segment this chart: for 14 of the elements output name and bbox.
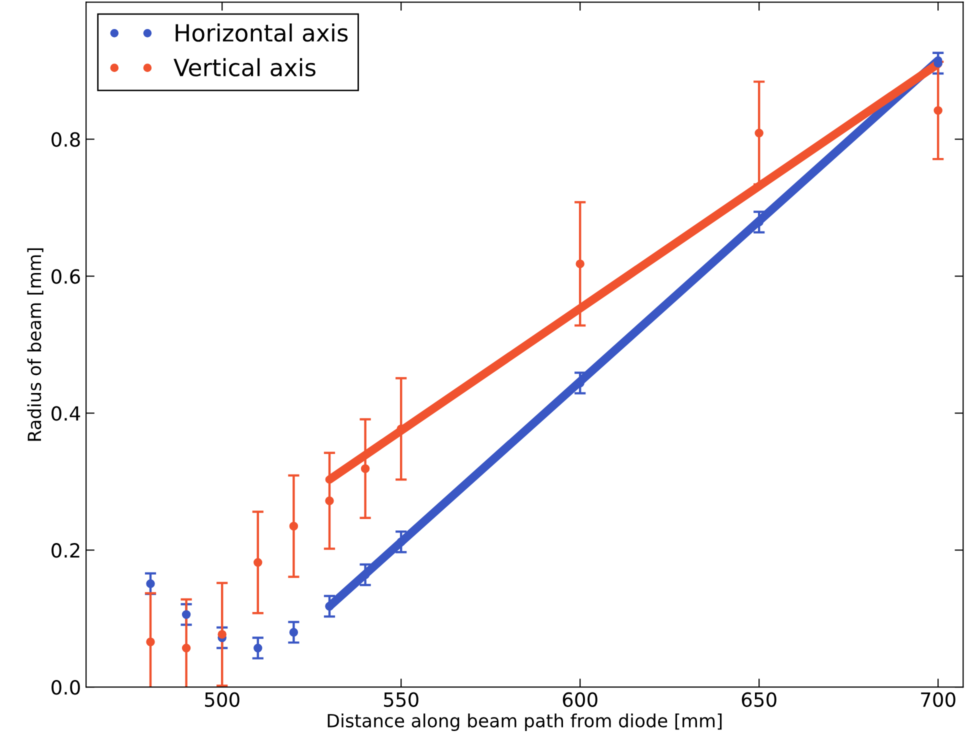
y-tick-label: 0.6 — [52, 269, 80, 284]
x-tick-label: 550 — [384, 692, 418, 707]
x-tick-label: 650 — [742, 692, 776, 707]
y-tick-label: 0.4 — [52, 406, 80, 421]
x-tick-label: 500 — [205, 692, 240, 707]
y-axis-title: Radius of beam [mm] — [27, 248, 44, 441]
y-tick-label: 0.0 — [52, 680, 80, 695]
x-tick-label: 700 — [921, 692, 956, 707]
y-tick-label: 0.8 — [52, 132, 80, 147]
legend-label: Horizontal axis — [176, 23, 348, 42]
x-axis-title: Distance along beam path from diode [mm] — [328, 714, 722, 731]
legend-label: Vertical axis — [174, 58, 316, 76]
y-tick-label: 0.2 — [52, 543, 80, 558]
x-tick-label: 600 — [562, 692, 598, 707]
